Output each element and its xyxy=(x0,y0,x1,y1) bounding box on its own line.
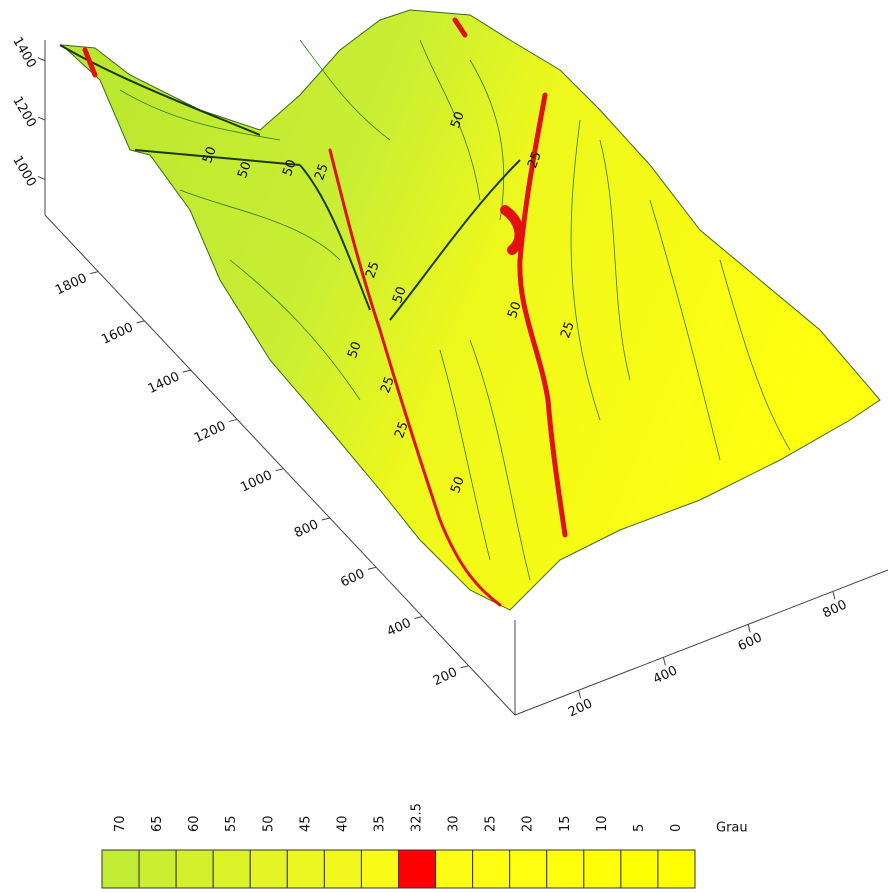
colorbar-box xyxy=(213,850,250,888)
colorbar-box xyxy=(436,850,473,888)
y-tick-label: 1200 xyxy=(192,419,228,447)
colorbar-box xyxy=(250,850,287,888)
colorbar-box xyxy=(287,850,324,888)
colorbar-label: 20 xyxy=(521,815,536,832)
colorbar-box xyxy=(584,850,621,888)
y-tick xyxy=(322,518,330,520)
x-tick-label: 600 xyxy=(736,630,765,654)
colorbar-box xyxy=(658,850,695,888)
colorbar-label: 5 xyxy=(632,824,647,832)
colorbar-box xyxy=(102,850,139,888)
z-tick xyxy=(38,176,45,179)
x-tick-label: 400 xyxy=(651,663,680,687)
x-tick xyxy=(579,690,581,698)
y-tick-label: 800 xyxy=(292,517,321,541)
y-tick-label: 1400 xyxy=(146,369,182,397)
chart: 2004006008001000120014001600180020040060… xyxy=(0,0,888,892)
z-tick-label: 1400 xyxy=(9,35,39,71)
z-tick xyxy=(38,58,45,61)
colorbar-box xyxy=(361,850,398,888)
colorbar-label: 55 xyxy=(224,815,239,832)
z-tick-label: 1000 xyxy=(9,153,39,189)
y-tick xyxy=(90,272,98,274)
colorbar-box xyxy=(473,850,510,888)
y-tick-label: 200 xyxy=(431,665,460,689)
colorbar-label: 50 xyxy=(261,815,276,832)
colorbar-label: 30 xyxy=(447,815,462,832)
colorbar-box xyxy=(176,850,213,888)
colorbar-label: 65 xyxy=(150,815,165,832)
x-tick-label: 800 xyxy=(820,597,849,621)
x-tick-label: 200 xyxy=(566,696,595,720)
x-tick xyxy=(833,591,835,599)
colorbar-label: 15 xyxy=(558,815,573,832)
z-tick-label: 1200 xyxy=(9,94,39,130)
y-tick xyxy=(229,419,237,421)
colorbar-label: 10 xyxy=(595,815,610,832)
y-tick xyxy=(275,469,283,471)
y-tick-label: 1000 xyxy=(238,468,274,496)
colorbar-label: 32.5 xyxy=(410,803,425,832)
y-tick-label: 1800 xyxy=(53,271,89,299)
y-tick xyxy=(414,616,422,618)
colorbar-label: 0 xyxy=(669,824,684,832)
y-tick-label: 400 xyxy=(385,616,414,640)
colorbar-box xyxy=(621,850,658,888)
y-tick xyxy=(461,666,469,668)
z-tick xyxy=(38,117,45,120)
colorbar-label: 35 xyxy=(372,815,387,832)
x-tick xyxy=(748,624,750,632)
y-tick xyxy=(183,370,191,372)
colorbar-box xyxy=(324,850,361,888)
colorbar-label: 40 xyxy=(335,815,350,832)
colorbar-box xyxy=(547,850,584,888)
colorbar-label: 70 xyxy=(113,815,128,832)
colorbar-box xyxy=(510,850,547,888)
y-tick-label: 600 xyxy=(338,566,367,590)
colorbar-label: 25 xyxy=(484,815,499,832)
y-tick xyxy=(368,567,376,569)
surface xyxy=(60,10,880,610)
colorbar-label: 45 xyxy=(298,815,313,832)
x-tick xyxy=(663,657,665,665)
y-tick xyxy=(137,321,145,323)
colorbar-title: Grau xyxy=(716,821,748,836)
colorbar-box xyxy=(139,850,176,888)
y-tick-label: 1600 xyxy=(99,320,135,348)
colorbar-label: 60 xyxy=(187,815,202,832)
colorbar-box xyxy=(399,850,436,888)
